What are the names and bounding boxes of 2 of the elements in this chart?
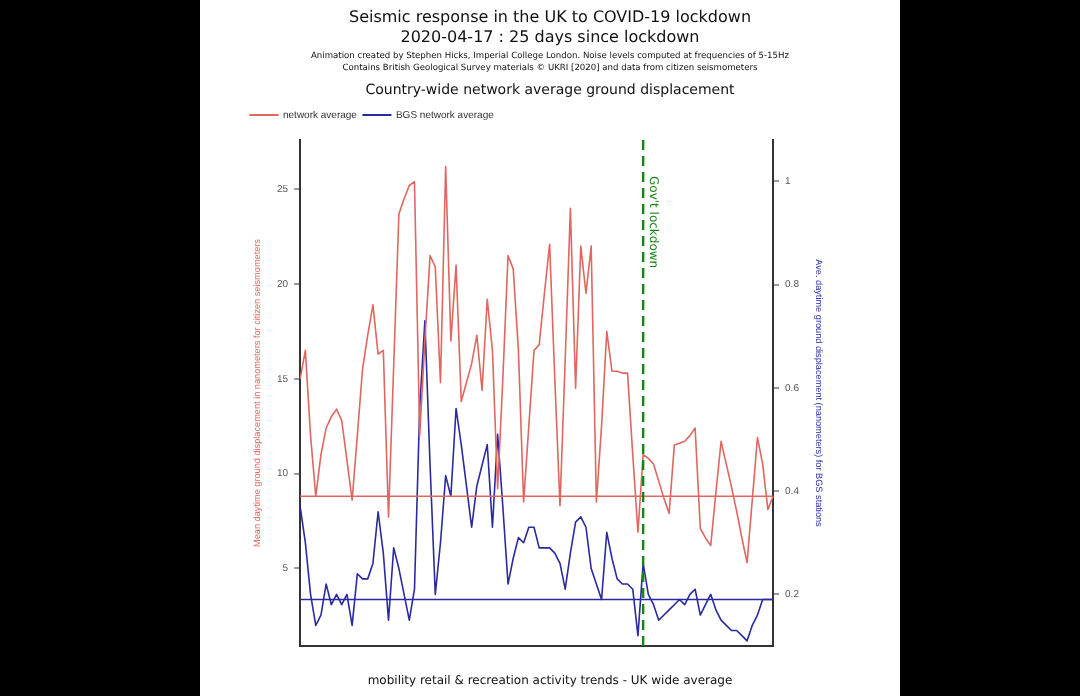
- chart-title: Seismic response in the UK to COVID-19 lockdown: [346, 8, 754, 26]
- chart-subtitle: 2020-04-17 : 25 days since lockdown: [398, 28, 702, 46]
